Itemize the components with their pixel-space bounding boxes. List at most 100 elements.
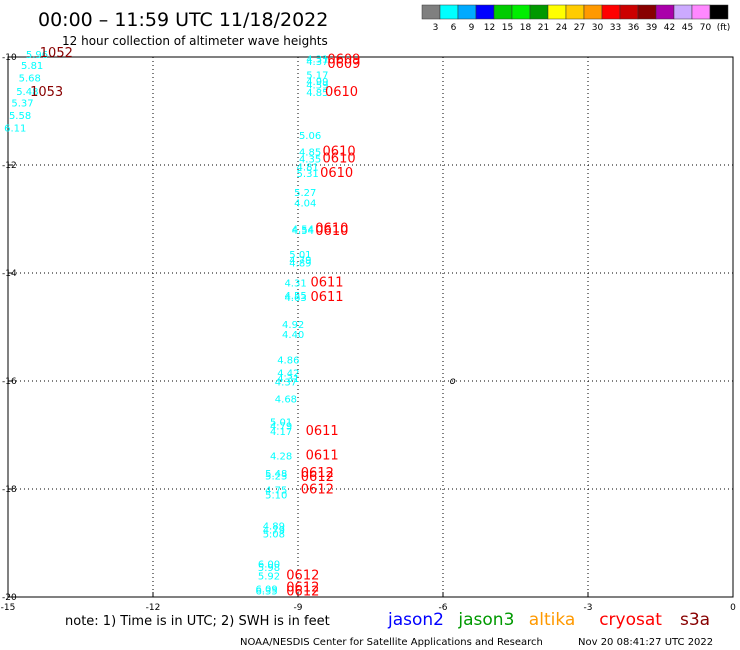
swh-label: 4.79 (289, 255, 311, 266)
time-label: 0610 (323, 144, 356, 159)
swh-label: 4.68 (275, 395, 297, 406)
swh-label: 4.31 (306, 54, 328, 65)
swh-label: 4.79 (263, 525, 285, 536)
color-scale-label: 36 (628, 23, 640, 33)
time-label: 0610 (323, 151, 356, 166)
color-swatch (439, 4, 459, 20)
time-label: 0612 (301, 466, 334, 481)
swh-label: 5.31 (297, 169, 319, 180)
swh-label: 5.10 (265, 491, 287, 502)
swh-label: 4.31 (284, 279, 306, 290)
x-tick-label: 0 (730, 603, 736, 613)
swh-label: 4.92 (282, 320, 304, 331)
satellite-legend: jason2 jason3 altika cryosat s3a (387, 610, 710, 630)
swh-label: 5.17 (306, 71, 328, 82)
color-scale-label: 42 (664, 23, 675, 33)
color-swatch (511, 4, 531, 20)
swh-label: 4.40 (282, 330, 304, 341)
satellite-cryosat: cryosat (599, 610, 662, 630)
swh-label: 4.59 (306, 80, 328, 91)
color-swatch (709, 4, 729, 20)
color-swatch (565, 4, 585, 20)
y-tick-label: -20 (2, 593, 17, 603)
swh-label: 5.48 (265, 469, 287, 480)
swh-label: 5.08 (263, 530, 285, 541)
swh-label: 6.00 (258, 559, 280, 570)
swh-label: 5.27 (294, 188, 316, 199)
color-swatch (583, 4, 603, 20)
color-swatch (547, 4, 567, 20)
time-label: 0610 (320, 166, 353, 181)
satellite-altika: altika (529, 610, 576, 630)
grid-lines (8, 57, 733, 597)
color-scale-label: 21 (538, 23, 549, 33)
color-swatch (457, 4, 477, 20)
swh-label: 5.96 (26, 50, 48, 61)
color-swatch (493, 4, 513, 20)
units-note: note: 1) Time is in UTC; 2) SWH is in fe… (65, 614, 330, 629)
time-label: 0611 (306, 424, 339, 439)
swh-label: 5.58 (9, 111, 31, 122)
time-label: 1053 (30, 85, 63, 100)
color-scale-label: 3 (433, 23, 439, 33)
swh-label: 4.79 (270, 422, 292, 433)
swh-label: 5.01 (289, 250, 311, 261)
color-scale-label: 24 (556, 23, 568, 33)
generated-timestamp: Nov 20 08:41:27 UTC 2022 (578, 637, 713, 648)
color-swatch (529, 4, 549, 20)
time-label: 0612 (286, 581, 319, 596)
swh-label: 4.17 (270, 427, 292, 438)
time-label: 0611 (310, 276, 343, 291)
swh-label: 4.81 (297, 162, 319, 173)
swh-label: 5.01 (270, 417, 292, 428)
time-label: 0612 (286, 584, 319, 599)
swh-label: 5.81 (21, 61, 43, 72)
swh-label: 4.99 (306, 77, 328, 88)
color-swatch (673, 4, 693, 20)
time-label: 0610 (315, 224, 348, 239)
time-label: 0612 (301, 482, 334, 497)
plot-frame (7, 56, 734, 598)
color-swatch (691, 4, 711, 20)
swh-label: 4.89 (289, 259, 311, 270)
swh-label: 4.42 (277, 369, 299, 380)
swh-label: 4.31 (277, 374, 299, 385)
swh-label: 5.68 (19, 73, 41, 84)
swh-label: 4.54 (292, 226, 314, 237)
swh-label: 5.48 (16, 87, 38, 98)
color-scale-label: 45 (682, 23, 693, 33)
swh-label: 4.86 (277, 356, 299, 367)
time-label: 0612 (286, 569, 319, 584)
color-scale-label: 70 (700, 23, 712, 33)
x-tick-label: -12 (146, 603, 161, 613)
color-scale-label: 39 (646, 23, 658, 33)
time-label: 0610 (325, 85, 358, 100)
y-tick-label: -12 (2, 161, 17, 171)
swh-label: 4.35 (299, 154, 321, 165)
color-scale-label: 33 (610, 23, 621, 33)
credit-text: NOAA/NESDIS Center for Satellite Applica… (240, 637, 543, 648)
color-swatch (637, 4, 657, 20)
time-label: 0609 (327, 52, 360, 67)
swh-label: 4.63 (284, 293, 306, 304)
x-tick-label: -15 (1, 603, 16, 613)
axis-ticks: -15 -12 -9 -6 -3 0 -10 -12 -14 -16 -18 -20 (1, 53, 736, 613)
color-swatch (601, 4, 621, 20)
chart-title: 00:00 – 11:59 UTC 11/18/2022 (38, 9, 328, 31)
swh-label: 4.37 (306, 57, 328, 68)
swh-label: 4.85 (299, 147, 321, 158)
time-label: 0609 (327, 57, 360, 72)
y-tick-label: -10 (2, 53, 17, 63)
color-scale-label: (ft) (717, 23, 731, 33)
swh-label: 6.35 (255, 586, 277, 597)
swh-label: 6.09 (255, 585, 277, 596)
swh-label: 4.75 (265, 485, 287, 496)
swh-label: 4.55 (284, 291, 306, 302)
time-label: 0611 (310, 290, 343, 305)
y-tick-label: -14 (2, 269, 17, 279)
time-label: 1052 (40, 46, 73, 61)
swh-label: 5.92 (258, 572, 280, 583)
color-scale-label: 9 (469, 23, 475, 33)
satellite-jason2: jason2 (387, 610, 444, 630)
